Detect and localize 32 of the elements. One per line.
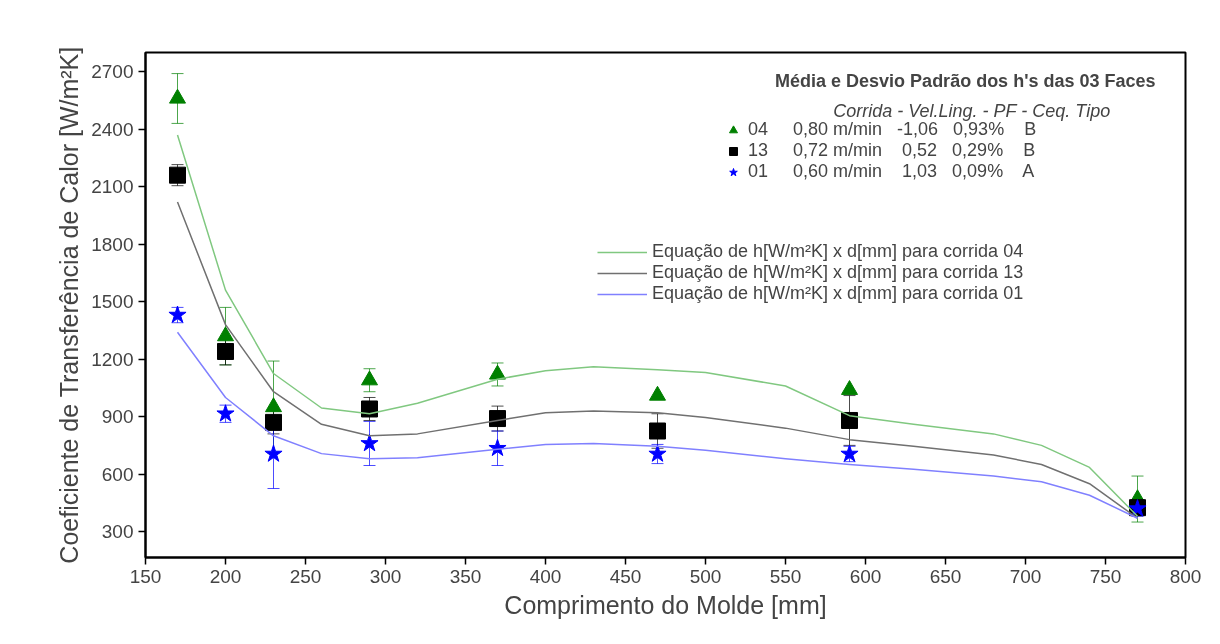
x-tick-label: 150 <box>129 565 162 587</box>
x-tick-label: 200 <box>209 565 242 587</box>
x-tick-label: 350 <box>449 565 482 587</box>
x-tick-label: 300 <box>369 565 402 587</box>
y-tick-label: 600 <box>101 463 134 485</box>
x-tick-label: 250 <box>289 565 322 587</box>
y-tick-label: 2100 <box>91 176 134 198</box>
legend-label: 01 0,60 m/min 1,03 0,09% A <box>748 161 1035 182</box>
y-axis-title: Coeficiente de Transferência de Calor [W/m²K] <box>55 46 84 564</box>
legend-title: Média e Desvio Padrão dos h's das 03 Faces <box>775 70 1156 91</box>
y-tick-label: 1500 <box>91 291 134 313</box>
y-tick-label: 1200 <box>91 348 134 370</box>
x-tick-label: 800 <box>1169 565 1202 587</box>
y-tick-label: 1800 <box>91 233 134 255</box>
annotation: Corrida - Vel.Ling. - PF - Ceq. Tipo <box>833 100 1111 121</box>
y-tick-label: 900 <box>101 406 134 428</box>
x-tick-label: 700 <box>1009 565 1042 587</box>
x-tick-label: 750 <box>1089 565 1122 587</box>
y-tick-label: 2700 <box>91 61 134 83</box>
x-tick-label: 400 <box>529 565 562 587</box>
legend-label: Equação de h[W/m²K] x d[mm] para corrida 01 <box>652 283 1024 304</box>
x-tick-label: 450 <box>609 565 642 587</box>
y-tick-label: 300 <box>101 521 134 543</box>
y-tick-label: 2400 <box>91 118 134 140</box>
x-tick-label: 550 <box>769 565 802 587</box>
legend-label: Equação de h[W/m²K] x d[mm] para corrida 04 <box>652 241 1024 262</box>
legend-label: 13 0,72 m/min 0,52 0,29% B <box>748 140 1036 161</box>
x-tick-label: 650 <box>929 565 962 587</box>
x-tick-label: 600 <box>849 565 882 587</box>
legend-label: Equação de h[W/m²K] x d[mm] para corrida 13 <box>652 262 1024 283</box>
x-tick-label: 500 <box>689 565 722 587</box>
x-axis-title: Comprimento do Molde [mm] <box>504 590 827 619</box>
